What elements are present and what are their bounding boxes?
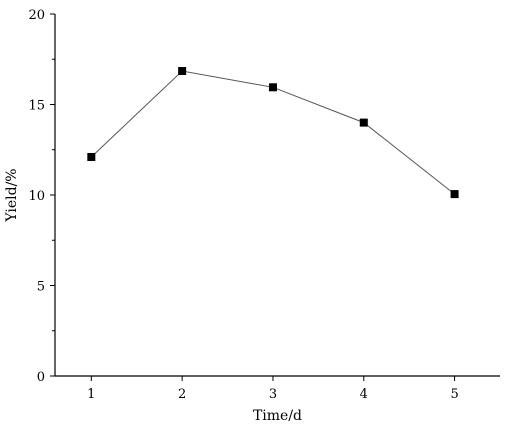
y-ticks: 0 5 10 15 20 — [28, 8, 55, 385]
x-axis-label: Time/d — [253, 408, 302, 424]
x-tick-label: 3 — [269, 387, 277, 402]
axes: 1 2 3 4 5 0 5 10 15 20 — [28, 8, 500, 402]
x-tick-label: 5 — [450, 387, 458, 402]
y-axis-label: Yield/% — [4, 168, 20, 222]
x-tick-label: 1 — [87, 387, 95, 402]
y-tick-label: 15 — [28, 99, 45, 114]
y-tick-label: 20 — [28, 8, 45, 23]
y-tick-label: 0 — [37, 370, 45, 385]
data-point — [268, 83, 277, 92]
x-ticks: 1 2 3 4 5 — [87, 376, 459, 402]
plot-area — [87, 67, 459, 199]
data-point — [178, 67, 187, 76]
x-tick-label: 4 — [360, 387, 368, 402]
data-point — [87, 152, 96, 161]
y-tick-label: 5 — [37, 280, 45, 295]
data-point — [359, 118, 368, 127]
y-tick-label: 10 — [28, 189, 45, 204]
x-tick-label: 2 — [178, 387, 186, 402]
data-point — [450, 190, 459, 199]
